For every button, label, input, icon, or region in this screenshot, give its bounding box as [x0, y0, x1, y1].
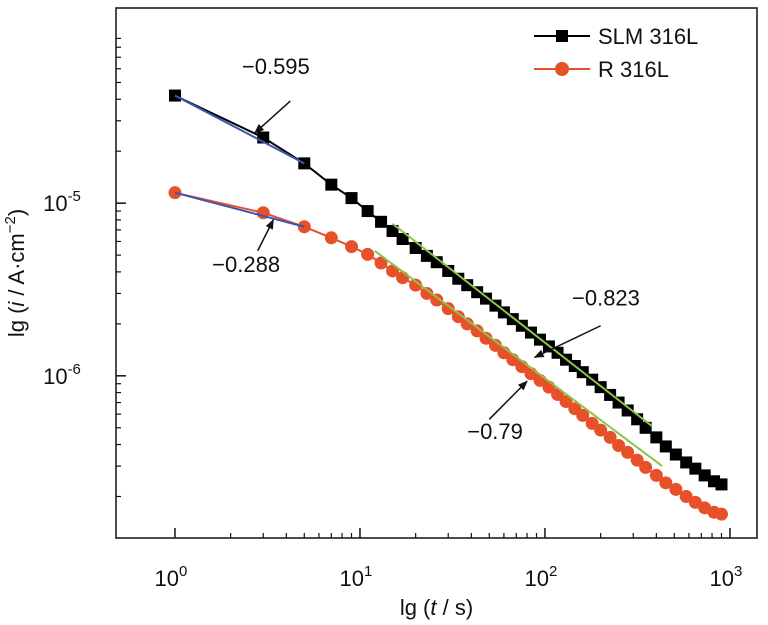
y-axis-title: lg (i / A·cm−2) — [2, 209, 29, 337]
annotation-label: −0.79 — [467, 419, 523, 444]
data-point-slm — [396, 233, 409, 246]
y-axis-title-post: / A·cm — [4, 233, 29, 301]
data-point-r — [715, 507, 729, 521]
data-point-slm — [386, 224, 399, 237]
fit-line — [174, 191, 305, 228]
data-point-r — [409, 278, 423, 292]
legend: SLM 316L R 316L — [534, 24, 698, 82]
data-point-slm — [698, 469, 711, 482]
x-tick-exponent: 2 — [549, 563, 557, 580]
plot-content: −0.595 −0.288 −0.823 −0.79 — [168, 54, 729, 521]
annotation-arrow — [533, 325, 601, 358]
data-point-slm — [361, 205, 374, 218]
legend-marker-slm — [556, 30, 568, 42]
data-point-r — [460, 317, 474, 331]
data-point-slm — [345, 192, 358, 205]
x-tick-label: 100 — [155, 563, 188, 591]
data-point-r — [479, 331, 493, 345]
data-point-slm — [621, 404, 634, 417]
annotation-label: −0.823 — [572, 286, 640, 311]
data-point-r — [420, 286, 434, 300]
data-point-r — [324, 231, 338, 245]
data-point-r — [396, 271, 410, 285]
y-axis-title-sup: −2 — [2, 216, 19, 233]
x-axis-title-pre: lg ( — [400, 595, 431, 620]
annotation-arrow — [488, 380, 528, 420]
data-point-slm — [325, 178, 338, 191]
data-point-r — [559, 395, 573, 409]
x-tick-base: 10 — [710, 566, 734, 591]
annotation-arrow — [257, 219, 274, 252]
data-point-r — [470, 324, 484, 338]
x-tick-base: 10 — [525, 566, 549, 591]
fit-line — [391, 222, 653, 428]
data-point-slm — [479, 292, 492, 305]
y-axis-title-pre: lg ( — [4, 306, 29, 337]
data-point-slm — [650, 431, 663, 444]
data-point-slm — [430, 256, 443, 269]
annotation-label: −0.288 — [212, 252, 280, 277]
data-point-slm — [715, 478, 728, 491]
data-point-r — [630, 453, 644, 467]
data-point-slm — [612, 396, 625, 409]
x-axis-title: lg (t / s) — [400, 595, 473, 620]
data-point-r — [441, 302, 455, 316]
data-point-r — [669, 482, 683, 496]
x-tick-label: 103 — [710, 563, 743, 591]
x-tick-label: 102 — [525, 563, 558, 591]
data-point-r — [374, 256, 388, 270]
y-tick-label: 10-6 — [43, 361, 81, 389]
data-point-r — [430, 293, 444, 307]
data-point-r — [659, 476, 673, 490]
data-point-r — [451, 310, 465, 324]
plot-frame — [115, 7, 758, 539]
data-point-slm — [442, 264, 455, 277]
x-axis-title-var: t — [430, 595, 437, 620]
annotation-arrow — [254, 100, 291, 134]
legend-label-slm: SLM 316L — [598, 24, 698, 49]
x-tick-base: 10 — [155, 566, 179, 591]
data-point-slm — [680, 456, 693, 469]
y-tick-base: 10 — [43, 191, 67, 216]
y-tick-label: 10-5 — [43, 188, 81, 216]
data-point-r — [488, 338, 502, 352]
fit-line — [374, 249, 663, 467]
y-tick-exponent: -5 — [68, 188, 81, 205]
x-tick-base: 10 — [340, 566, 364, 591]
data-point-r — [361, 247, 375, 261]
x-tick-exponent: 3 — [734, 563, 742, 580]
data-point-r — [649, 468, 663, 482]
data-point-slm — [461, 279, 474, 292]
x-tick-exponent: 1 — [364, 563, 372, 580]
y-axis-title-end: ) — [4, 209, 29, 216]
data-point-r — [345, 240, 359, 254]
data-point-r — [594, 423, 608, 437]
data-point-r — [576, 408, 590, 422]
legend-label-r: R 316L — [598, 57, 669, 82]
data-point-r — [639, 460, 653, 474]
data-point-r — [612, 438, 626, 452]
legend-marker-r — [555, 62, 569, 76]
data-point-r — [621, 445, 635, 459]
data-point-slm — [375, 215, 388, 228]
data-point-slm — [689, 462, 702, 475]
data-point-slm — [669, 448, 682, 461]
annotation-label: −0.595 — [242, 54, 310, 79]
data-point-slm — [659, 440, 672, 453]
y-axis-title-var: i — [4, 301, 29, 307]
y-tick-exponent: -6 — [68, 361, 81, 378]
x-tick-label: 101 — [340, 563, 373, 591]
data-point-r — [603, 430, 617, 444]
fit-line — [174, 94, 305, 165]
y-tick-base: 10 — [43, 364, 67, 389]
x-tick-exponent: 0 — [179, 563, 187, 580]
data-point-slm — [639, 421, 652, 434]
x-axis-title-post: / s) — [437, 595, 474, 620]
